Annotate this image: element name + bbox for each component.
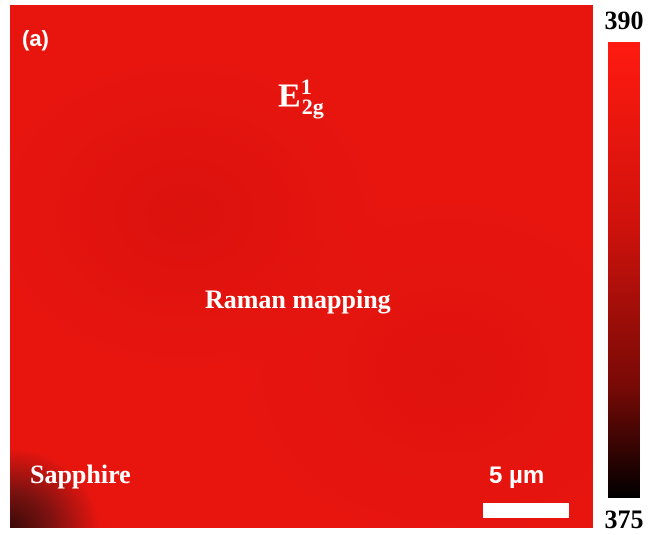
caption: Raman mapping: [205, 285, 391, 315]
scale-bar-label: 5 µm: [489, 462, 544, 490]
colorbar-max: 390: [594, 6, 654, 36]
peak-label: E12g: [278, 74, 324, 120]
panel-label: (a): [22, 26, 49, 52]
peak-subscript: 2g: [302, 94, 324, 119]
figure: (a) E12g Raman mapping Sapphire 5 µm 390…: [0, 0, 657, 535]
colorbar-min: 375: [594, 505, 654, 535]
colorbar: [608, 42, 640, 498]
scale-bar: [483, 503, 569, 518]
substrate-label: Sapphire: [30, 460, 131, 490]
peak-symbol: E: [278, 77, 301, 114]
